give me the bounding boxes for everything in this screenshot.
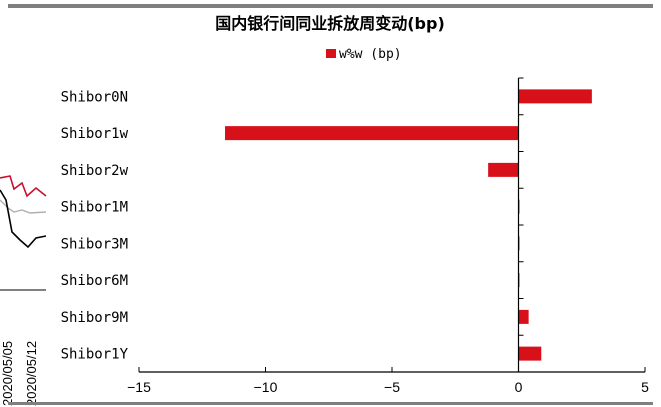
x-tick-label: 0 (515, 379, 523, 395)
category-label: Shibor1w (61, 126, 129, 142)
category-label: Shibor1M (61, 200, 128, 216)
top-rule (8, 4, 653, 8)
legend-swatch (326, 49, 336, 58)
x-tick-label: −10 (254, 379, 278, 395)
x-tick-label: 5 (641, 379, 649, 395)
category-label: Shibor0N (61, 89, 128, 105)
chart-title: 国内银行间同业拆放周变动(bp) (215, 14, 445, 33)
bars-layer (225, 89, 592, 361)
category-label: Shibor9M (61, 310, 128, 326)
category-label: Shibor6M (61, 273, 128, 289)
bg-black-line (0, 189, 47, 249)
bottom-rule (8, 402, 653, 405)
category-label: Shibor3M (61, 236, 128, 252)
legend: w%w (bp) (326, 47, 402, 62)
bar-shibor9m (518, 309, 529, 324)
axes-layer (138, 77, 646, 373)
bar-shibor0n (518, 89, 592, 104)
x-tick-label: −5 (384, 379, 400, 395)
bar-shibor2w (488, 162, 519, 177)
category-label: Shibor2w (61, 163, 129, 179)
legend-label: w%w (bp) (339, 47, 402, 62)
bg-red-line (0, 175, 47, 198)
x-tick-label: −15 (127, 379, 151, 395)
bg-date-label-2: 2020/05/12 (24, 341, 39, 406)
bg-date-label-1: 2020/05/05 (0, 341, 15, 406)
bar-shibor1y (518, 346, 542, 361)
bar-shibor1w (225, 126, 519, 141)
background-fragment: 2020/05/05 2020/05/12 (0, 175, 47, 406)
category-label: Shibor1Y (61, 347, 129, 363)
labels-layer: Shibor0N Shibor1w Shibor2w Shibor1M Shibor3M… (61, 89, 650, 395)
